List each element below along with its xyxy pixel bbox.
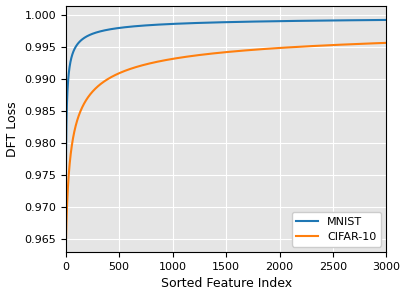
CIFAR-10 — [137, 64, 142, 67]
CIFAR-10 — [63, 248, 68, 251]
CIFAR-10 — [207, 52, 211, 56]
CIFAR-10 — [139, 64, 144, 67]
CIFAR-10 — [381, 41, 386, 45]
MNIST — [383, 18, 388, 22]
Y-axis label: DFT Loss: DFT Loss — [6, 101, 19, 157]
MNIST — [137, 24, 142, 28]
MNIST — [141, 24, 146, 27]
CIFAR-10 — [184, 55, 189, 59]
CIFAR-10 — [141, 63, 146, 67]
MNIST — [207, 21, 211, 24]
Line: MNIST: MNIST — [66, 20, 386, 202]
MNIST — [184, 22, 189, 25]
X-axis label: Sorted Feature Index: Sorted Feature Index — [160, 277, 291, 290]
Legend: MNIST, CIFAR-10: MNIST, CIFAR-10 — [291, 212, 380, 247]
MNIST — [63, 200, 68, 204]
CIFAR-10 — [383, 41, 388, 45]
Line: CIFAR-10: CIFAR-10 — [66, 43, 386, 250]
MNIST — [139, 24, 144, 28]
MNIST — [381, 18, 386, 22]
